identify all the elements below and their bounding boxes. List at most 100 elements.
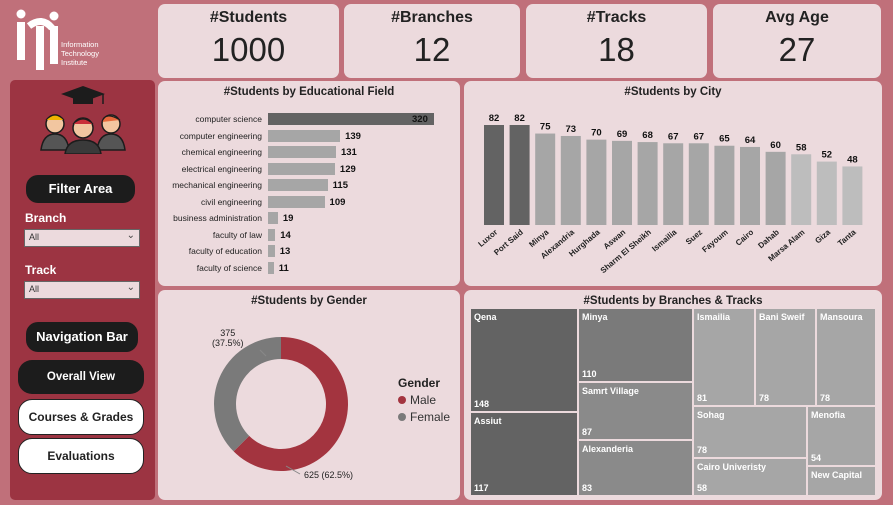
- field-bar[interactable]: [268, 129, 341, 142]
- field-bar[interactable]: [268, 195, 325, 208]
- filter-area-button[interactable]: Filter Area: [26, 175, 135, 203]
- track-select-value: All: [29, 284, 40, 294]
- city-bar[interactable]: [816, 161, 837, 225]
- treemap-tile[interactable]: Ismailia 81: [693, 308, 755, 406]
- kpi-tracks-card: #Tracks 18: [526, 4, 707, 78]
- gender-panel: #Students by Gender 375 (37.5%) 625 (62.…: [158, 290, 460, 500]
- city-value-label: 73: [566, 124, 577, 135]
- field-label: mechanical engineering: [172, 180, 262, 190]
- legend-title: Gender: [398, 376, 441, 390]
- city-value-label: 68: [642, 130, 653, 141]
- city-bar[interactable]: [765, 151, 786, 225]
- field-bar[interactable]: [268, 245, 275, 257]
- treemap-tile-label: Minya: [582, 312, 608, 322]
- field-label: chemical engineering: [181, 147, 262, 157]
- sidebar: Filter Area Branch All ⌄ Track All ⌄ Nav…: [10, 80, 155, 500]
- field-bar[interactable]: [268, 179, 328, 191]
- chevron-down-icon: ⌄: [126, 282, 135, 293]
- treemap-tile-value: 81: [697, 393, 708, 403]
- city-bar[interactable]: [842, 166, 863, 225]
- courses-grades-button[interactable]: Courses & Grades: [18, 399, 144, 435]
- kpi-value: 27: [778, 31, 816, 68]
- treemap-tile-value: 148: [474, 399, 490, 409]
- treemap-tile[interactable]: Bani Sweif 78: [755, 308, 816, 406]
- educational-field-panel: #Students by Educational Field computer …: [158, 81, 460, 286]
- treemap-tile[interactable]: Samrt Village 87: [578, 382, 693, 440]
- logo-text: Information Technology Institute: [61, 40, 99, 67]
- field-label: business administration: [173, 213, 262, 223]
- treemap-tile-label: Assiut: [474, 416, 502, 426]
- chart-title: #Students by Educational Field: [223, 86, 395, 98]
- city-panel: #Students by City 82 Luxor 82 Port Said 75 Mi…: [464, 81, 882, 286]
- treemap-tile[interactable]: Mansoura 78: [816, 308, 876, 406]
- treemap-tile[interactable]: Minya 110: [578, 308, 693, 382]
- field-bar[interactable]: [268, 212, 278, 224]
- treemap-tile[interactable]: New Capital: [807, 466, 876, 496]
- field-value-label: 131: [340, 147, 357, 158]
- track-label: Track: [25, 263, 57, 277]
- female-dot-icon: [398, 413, 406, 421]
- city-bar[interactable]: [612, 140, 632, 225]
- treemap-tile[interactable]: Sohag 78: [693, 406, 807, 458]
- treemap-tile[interactable]: Alexanderia 83: [578, 440, 693, 496]
- city-tick-label: Tanta: [836, 227, 858, 248]
- city-bar[interactable]: [791, 154, 812, 225]
- gender-donut-chart: [214, 337, 348, 475]
- city-bar[interactable]: [663, 143, 684, 225]
- female-leader-line: [259, 349, 267, 357]
- treemap-tile-value: 58: [697, 483, 708, 493]
- field-bar[interactable]: [268, 261, 274, 274]
- branch-select[interactable]: All ⌄: [24, 229, 140, 247]
- kpi-avg-age-card: Avg Age 27: [713, 4, 881, 78]
- field-bar[interactable]: [268, 146, 336, 158]
- track-select[interactable]: All ⌄: [24, 281, 140, 299]
- field-bar[interactable]: [268, 113, 434, 125]
- kpi-value: 1000: [211, 31, 286, 68]
- treemap-chart: Qena 148 Assiut 117 Minya 110 Samrt Village 87 A…: [470, 308, 876, 496]
- city-value-label: 52: [822, 150, 833, 161]
- treemap-tile-label: Alexanderia: [582, 444, 634, 454]
- field-bar[interactable]: [268, 228, 276, 241]
- field-label: electrical engineering: [181, 163, 262, 174]
- treemap-tile[interactable]: Cairo Univeristy 58: [693, 458, 807, 496]
- city-bar[interactable]: [509, 125, 530, 225]
- treemap-tile[interactable]: Menofia 54: [807, 406, 876, 466]
- city-bar[interactable]: [714, 145, 735, 225]
- evaluations-button[interactable]: Evaluations: [18, 438, 144, 474]
- field-label: faculty of science: [196, 262, 262, 273]
- city-value-label: 75: [540, 122, 551, 133]
- male-data-label: 625 (62.5%): [304, 470, 354, 480]
- male-leader-line: [285, 465, 301, 475]
- treemap-tile-label: Menofia: [811, 410, 846, 420]
- gender-legend: Gender Male Female: [398, 376, 450, 424]
- female-slice[interactable]: [214, 337, 281, 452]
- city-value-label: 64: [745, 135, 756, 146]
- city-value-label: 58: [796, 142, 807, 153]
- city-tick-label: Fayoum: [700, 228, 729, 255]
- overall-view-button[interactable]: Overall View: [18, 360, 144, 394]
- city-bar[interactable]: [637, 142, 658, 225]
- city-tick-label: Cairo: [734, 228, 756, 248]
- city-bar[interactable]: [586, 139, 607, 225]
- treemap-tile[interactable]: Assiut 117: [470, 412, 578, 496]
- field-label: civil engineering: [201, 196, 262, 207]
- kpi-value: 12: [413, 31, 451, 68]
- treemap-tile-label: Ismailia: [697, 312, 731, 322]
- city-bar[interactable]: [535, 133, 556, 225]
- field-label: computer engineering: [179, 130, 262, 141]
- logo-text-line: Information: [61, 40, 99, 49]
- treemap-tile[interactable]: Qena 148: [470, 308, 578, 412]
- field-bar[interactable]: [268, 162, 335, 175]
- city-tick-label: Suez: [684, 228, 704, 247]
- city-bar[interactable]: [560, 135, 581, 225]
- city-value-label: 60: [770, 140, 781, 151]
- city-bar[interactable]: [740, 146, 760, 225]
- legend-item-male: Male: [398, 393, 450, 407]
- iti-logo-icon: [16, 9, 59, 70]
- city-bar[interactable]: [688, 143, 709, 225]
- treemap-tile-label: Qena: [474, 312, 497, 322]
- city-bar[interactable]: [484, 125, 504, 225]
- male-slice[interactable]: [233, 337, 348, 471]
- city-value-label: 82: [514, 113, 525, 124]
- city-tick-label: Luxor: [476, 228, 499, 249]
